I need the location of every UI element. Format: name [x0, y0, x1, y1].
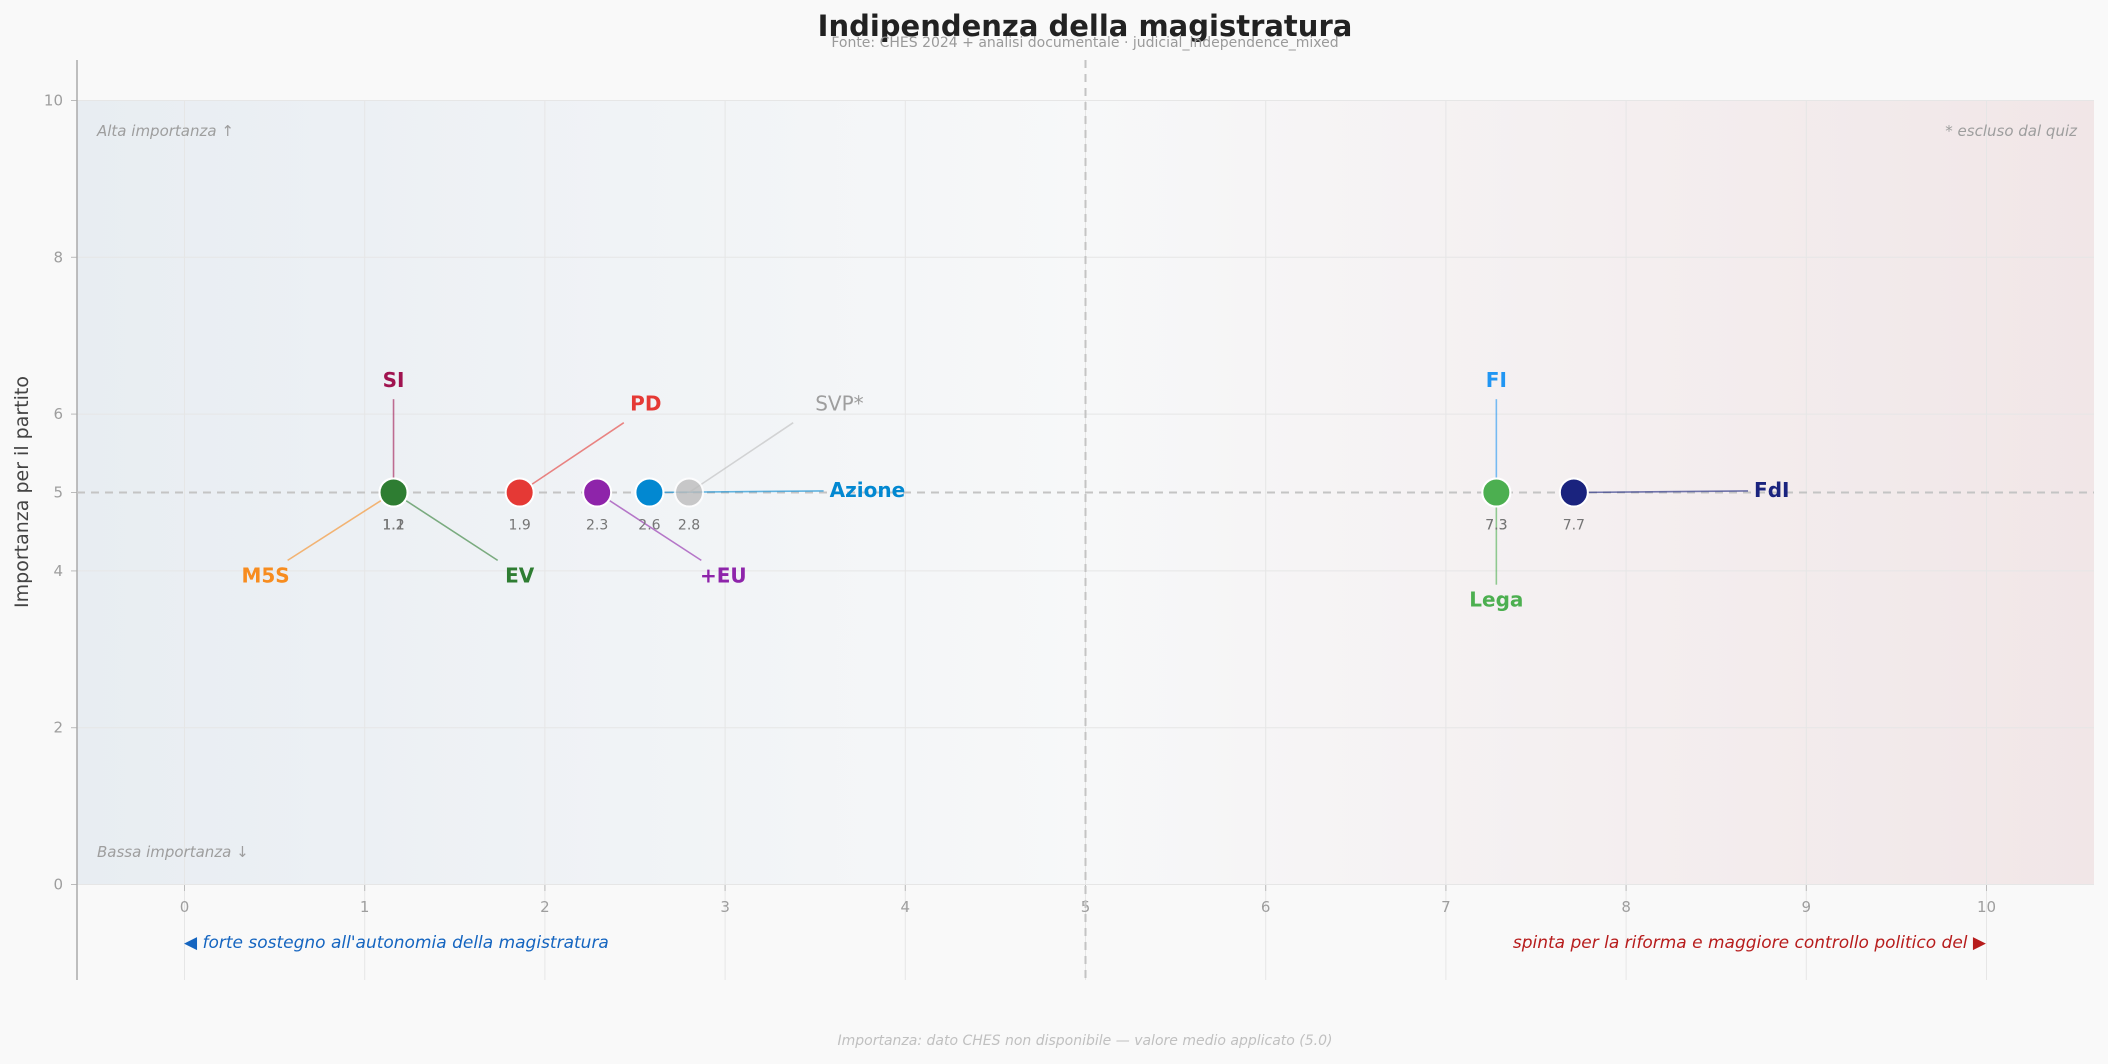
- point-fdi: [1558, 477, 1589, 508]
- point-azione: [634, 477, 665, 508]
- party-label-si: SI: [383, 368, 405, 392]
- value-label-fi: 7.3: [1485, 518, 1507, 534]
- value-label-eu: 2.3: [586, 518, 608, 534]
- party-label-azione: Azione: [830, 478, 906, 502]
- x-tick-label: 0: [180, 898, 190, 916]
- x-tick-label: 3: [720, 898, 730, 916]
- y-tick-label: 8: [53, 248, 63, 266]
- x-tick-label: 8: [1621, 898, 1631, 916]
- value-label-m5s: 1.2: [382, 518, 404, 534]
- connector-svp: [688, 422, 794, 494]
- value-label-azione: 2.6: [638, 518, 660, 534]
- point-svp: [674, 477, 705, 508]
- y-tick-label: 0: [53, 876, 63, 894]
- x-tick-label: 1: [360, 898, 370, 916]
- chart-title: Indipendenza della magistratura: [818, 9, 1353, 43]
- y-tick-label: 4: [53, 562, 63, 580]
- value-label-lega: 7.3: [1485, 518, 1507, 534]
- corner-label-high: Alta importanza ↑: [96, 122, 234, 140]
- party-label-svp: SVP*: [815, 392, 863, 416]
- connector-eu: [596, 491, 702, 562]
- point-eu: [582, 477, 613, 508]
- value-label-svp: 2.8: [678, 518, 700, 534]
- y-tick-label: 10: [44, 92, 63, 110]
- y-axis-label: Importanza per il partito: [11, 376, 33, 608]
- connector-fdi: [1573, 490, 1749, 494]
- data-points: 1.21.21.1 1.9 2.3 2.6 2.8 7.37.3 7.7: [378, 477, 1589, 534]
- value-label-ev: 1.1: [382, 518, 404, 534]
- x-tick-label: 9: [1802, 898, 1812, 916]
- party-label-pd: PD: [630, 392, 661, 416]
- y-tick-label: 2: [53, 719, 63, 737]
- x-tick-label: 4: [901, 898, 911, 916]
- y-tick-label: 5: [53, 484, 63, 502]
- connector-pd: [519, 422, 625, 494]
- connector-ev: [393, 491, 499, 562]
- footnote: Importanza: dato CHES non disponibile — …: [838, 1033, 1333, 1049]
- point-ev: [378, 477, 409, 508]
- x-tick-label: 7: [1441, 898, 1451, 916]
- party-label-fdi: FdI: [1754, 478, 1789, 502]
- party-label-lega: Lega: [1469, 588, 1523, 612]
- excluded-note: * escluso dal quiz: [1945, 122, 2078, 140]
- x-tick-label: 6: [1261, 898, 1271, 916]
- x-tick-label: 10: [1977, 898, 1996, 916]
- right-direction-annotation: spinta per la riforma e maggiore control…: [1513, 933, 1987, 953]
- axes: 01234567891002456810: [44, 60, 2094, 980]
- party-label-ev: EV: [505, 563, 535, 587]
- x-tick-label: 2: [540, 898, 550, 916]
- chart-subtitle: Fonte: CHES 2024 + analisi documentale ·…: [831, 35, 1338, 51]
- corner-label-low: Bassa importanza ↓: [97, 843, 249, 861]
- y-tick-label: 6: [53, 405, 63, 423]
- point-lega: [1481, 477, 1512, 508]
- party-label-m5s: M5S: [241, 563, 289, 587]
- value-label-fdi: 7.7: [1563, 518, 1585, 534]
- value-label-si: 1.2: [382, 518, 404, 534]
- point-labels: M5S SI EV PD +EU Azione SVP* FI Lega FdI: [241, 368, 1789, 612]
- point-pd: [504, 477, 535, 508]
- left-direction-annotation: ◀ forte sostegno all'autonomia della mag…: [184, 933, 609, 953]
- connector-m5s: [287, 491, 394, 562]
- party-label-fi: FI: [1486, 368, 1507, 392]
- value-label-pd: 1.9: [509, 518, 531, 534]
- party-label-eu: +EU: [700, 563, 747, 587]
